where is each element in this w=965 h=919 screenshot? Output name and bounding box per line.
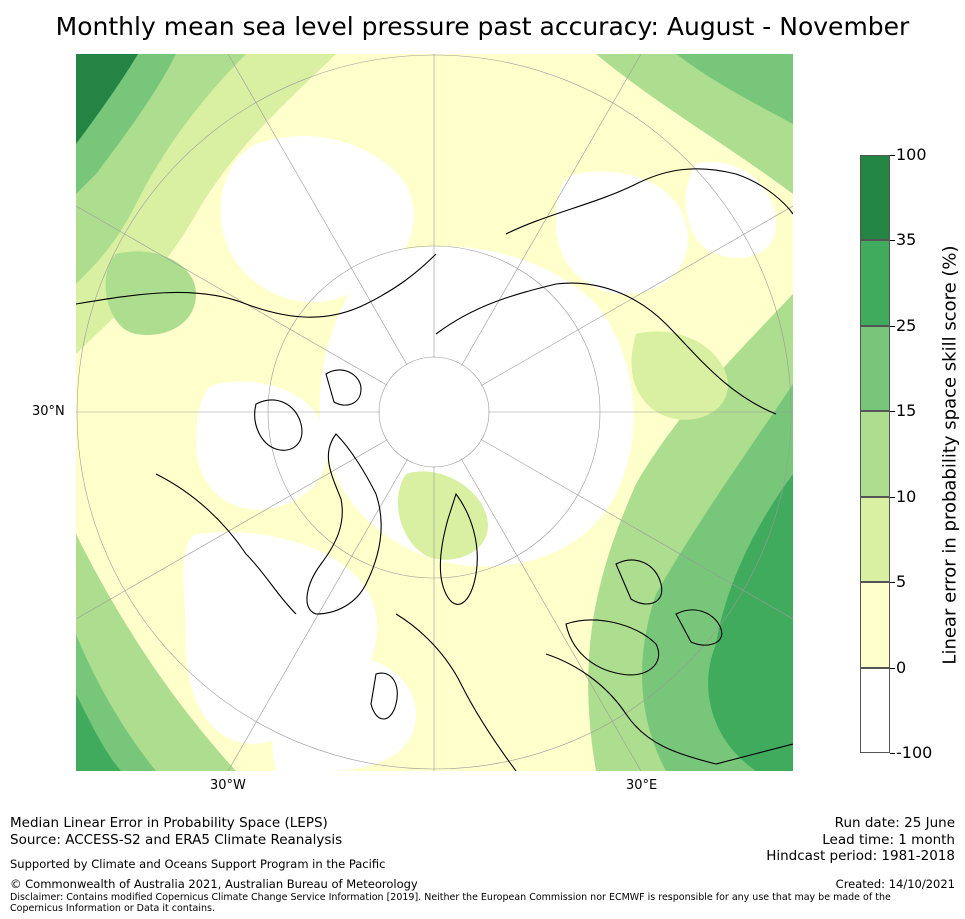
colorbar-tick-mark <box>890 325 895 327</box>
field-sw-darkest <box>76 694 121 771</box>
field-nw-darkest <box>76 54 138 144</box>
field-sw-mid <box>76 534 236 771</box>
colorbar-bin <box>860 667 890 753</box>
colorbar-tick-label: 10 <box>896 486 917 506</box>
field-negative-patch <box>196 381 328 510</box>
colorbar-tick-label: 15 <box>896 401 917 421</box>
colorbar-tick-mark <box>890 155 895 156</box>
coast-inland-lake <box>615 559 663 605</box>
coastlines <box>76 168 793 771</box>
lon-label-30w: 30°W <box>210 778 246 793</box>
field-negative-patch <box>556 171 688 294</box>
coast-baffin-island <box>254 399 303 451</box>
colorbar-tick-label: -100 <box>896 743 933 762</box>
coast-britain <box>370 672 398 720</box>
colorbar-bin <box>860 240 890 326</box>
field-negative-patch <box>272 652 416 771</box>
colorbar-tick-label: 100 <box>896 145 927 164</box>
pole-region <box>380 358 488 466</box>
field-light-patch <box>631 331 728 420</box>
lon-label-30e: 30°E <box>626 778 658 793</box>
footer-created: Created: 14/10/2021 <box>835 877 955 891</box>
colorbar-tick-mark <box>890 667 895 669</box>
coast-chukotka <box>505 168 793 235</box>
field-light-patch <box>397 471 488 560</box>
coast-siberia-north <box>435 282 777 415</box>
colorbar-bin <box>860 411 890 497</box>
colorbar-tick-mark <box>890 411 895 413</box>
chart-title: Monthly mean sea level pressure past acc… <box>55 12 910 41</box>
footer-hindcast: Hindcast period: 1981-2018 <box>766 848 955 864</box>
colorbar-bin <box>860 325 890 412</box>
colorbar-bin <box>860 155 890 241</box>
footer-disclaimer: Disclaimer: Contains modified Copernicus… <box>10 892 891 914</box>
colorbar-bin <box>860 496 890 583</box>
coast-north-america <box>76 253 437 318</box>
colorbar-tick-mark <box>890 496 895 498</box>
field-negative-patch <box>685 162 776 258</box>
footer-leps: Median Linear Error in Probability Space… <box>10 815 328 831</box>
colorbar-tick-mark <box>890 753 895 754</box>
coast-caspian <box>565 619 660 676</box>
map-svg <box>76 54 793 771</box>
coast-europe-west <box>395 613 517 771</box>
field-ne-dark <box>676 54 793 124</box>
colorbar-tick-mark <box>890 582 895 584</box>
footer-run-date: Run date: 25 June <box>834 815 955 831</box>
colorbar <box>860 155 890 753</box>
colorbar-bin <box>860 582 890 668</box>
colorbar-tick-label: 35 <box>896 230 917 250</box>
coast-hudson-bay <box>155 473 297 615</box>
polar-map <box>76 54 793 771</box>
coast-lake-balkhash <box>675 609 723 646</box>
coast-scandinavia <box>439 492 478 605</box>
colorbar-tick-label: 25 <box>896 315 917 335</box>
footer-support: Supported by Climate and Oceans Support … <box>10 857 386 871</box>
colorbar-label: Linear error in probability space skill … <box>939 245 961 665</box>
colorbar-tick-label: 0 <box>896 657 907 677</box>
colorbar-tick-label: 5 <box>896 572 907 592</box>
coast-black-sea-region <box>545 653 793 765</box>
footer-copyright: © Commonwealth of Australia 2021, Austra… <box>10 877 418 891</box>
coast-arctic-island <box>325 369 362 406</box>
footer-lead-time: Lead time: 1 month <box>822 832 955 848</box>
lat-label-30n: 30°N <box>32 404 65 419</box>
field-se-dark <box>708 474 793 771</box>
coast-greenland <box>306 433 382 615</box>
footer-source: Source: ACCESS-S2 and ERA5 Climate Reana… <box>10 832 343 848</box>
colorbar-tick-mark <box>890 240 895 242</box>
